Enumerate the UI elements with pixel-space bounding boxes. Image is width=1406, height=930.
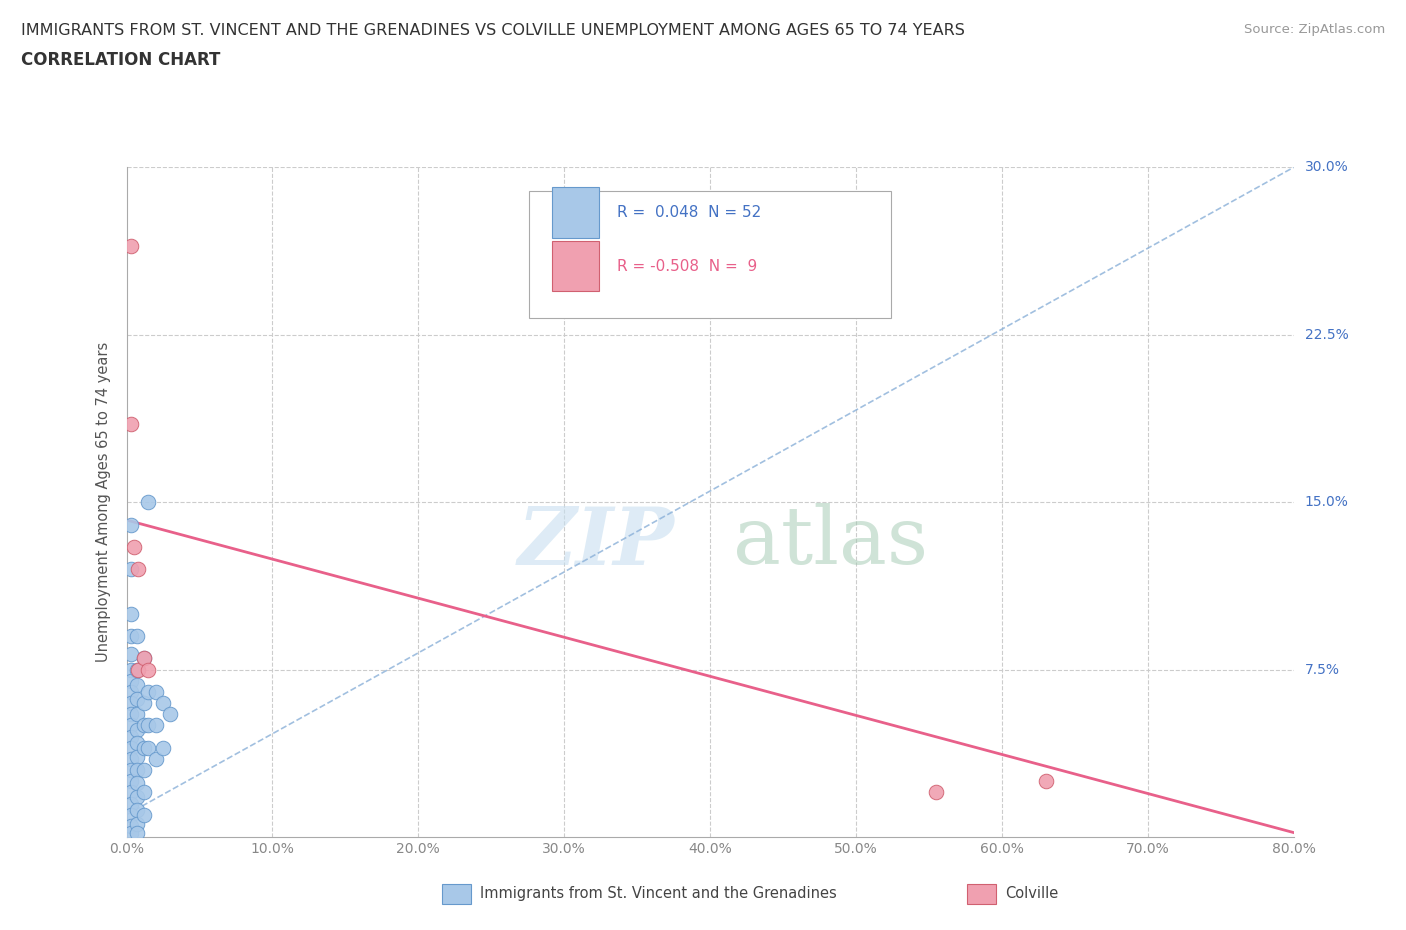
FancyBboxPatch shape: [529, 191, 891, 318]
Point: [132, 696, 155, 711]
Point: [120, 684, 142, 699]
Point: [125, 707, 148, 722]
Point: [145, 684, 167, 699]
Point: [120, 662, 142, 677]
Point: [120, 740, 142, 755]
Point: [127, 562, 149, 577]
Bar: [441, 884, 471, 904]
Text: 7.5%: 7.5%: [1305, 662, 1340, 677]
Point: [120, 696, 142, 711]
Point: [120, 417, 142, 432]
Point: [132, 740, 155, 755]
Text: R = -0.508  N =  9: R = -0.508 N = 9: [617, 259, 756, 273]
Point: [138, 684, 160, 699]
Point: [138, 740, 160, 755]
Point: [132, 718, 155, 733]
Text: ZIP: ZIP: [519, 504, 675, 581]
Point: [125, 691, 148, 706]
Point: [120, 763, 142, 777]
Text: 22.5%: 22.5%: [1305, 327, 1348, 342]
Point: [120, 707, 142, 722]
Point: [120, 238, 142, 253]
Bar: [967, 884, 995, 904]
Point: [120, 796, 142, 811]
Point: [138, 495, 160, 510]
Text: CORRELATION CHART: CORRELATION CHART: [21, 51, 221, 69]
Text: atlas: atlas: [734, 503, 928, 581]
Point: [120, 825, 142, 840]
Point: [120, 673, 142, 688]
Point: [132, 807, 155, 822]
Point: [125, 678, 148, 693]
Text: 15.0%: 15.0%: [1305, 495, 1348, 510]
Bar: [553, 241, 599, 291]
Point: [120, 718, 142, 733]
Point: [120, 646, 142, 661]
Point: [120, 774, 142, 789]
Point: [125, 817, 148, 831]
Point: [120, 629, 142, 644]
Point: [132, 651, 155, 666]
Point: [125, 763, 148, 777]
Point: [138, 662, 160, 677]
Point: [925, 785, 948, 800]
Point: [145, 718, 167, 733]
Point: [125, 723, 148, 737]
Point: [120, 785, 142, 800]
Text: Source: ZipAtlas.com: Source: ZipAtlas.com: [1244, 23, 1385, 36]
Y-axis label: Unemployment Among Ages 65 to 74 years: Unemployment Among Ages 65 to 74 years: [96, 342, 111, 662]
Point: [145, 751, 167, 766]
Point: [125, 736, 148, 751]
Point: [122, 539, 145, 554]
Point: [1035, 774, 1057, 789]
Point: [120, 818, 142, 833]
Point: [159, 707, 181, 722]
Point: [127, 662, 149, 677]
Point: [125, 629, 148, 644]
Point: [125, 750, 148, 764]
Point: [152, 740, 174, 755]
Point: [120, 517, 142, 532]
Text: 30.0%: 30.0%: [1305, 160, 1348, 175]
Point: [120, 751, 142, 766]
Point: [120, 807, 142, 822]
Point: [125, 825, 148, 840]
Text: Colville: Colville: [1005, 886, 1059, 901]
Point: [152, 696, 174, 711]
Point: [138, 718, 160, 733]
Point: [125, 790, 148, 804]
Point: [132, 785, 155, 800]
Text: IMMIGRANTS FROM ST. VINCENT AND THE GRENADINES VS COLVILLE UNEMPLOYMENT AMONG AG: IMMIGRANTS FROM ST. VINCENT AND THE GREN…: [21, 23, 965, 38]
Point: [132, 651, 155, 666]
Point: [120, 606, 142, 621]
Point: [120, 729, 142, 744]
Point: [132, 763, 155, 777]
Point: [125, 803, 148, 817]
Text: R =  0.048  N = 52: R = 0.048 N = 52: [617, 206, 761, 220]
Point: [125, 662, 148, 677]
Bar: [553, 188, 599, 238]
Point: [125, 776, 148, 790]
Text: Immigrants from St. Vincent and the Grenadines: Immigrants from St. Vincent and the Gren…: [479, 886, 837, 901]
Point: [120, 562, 142, 577]
